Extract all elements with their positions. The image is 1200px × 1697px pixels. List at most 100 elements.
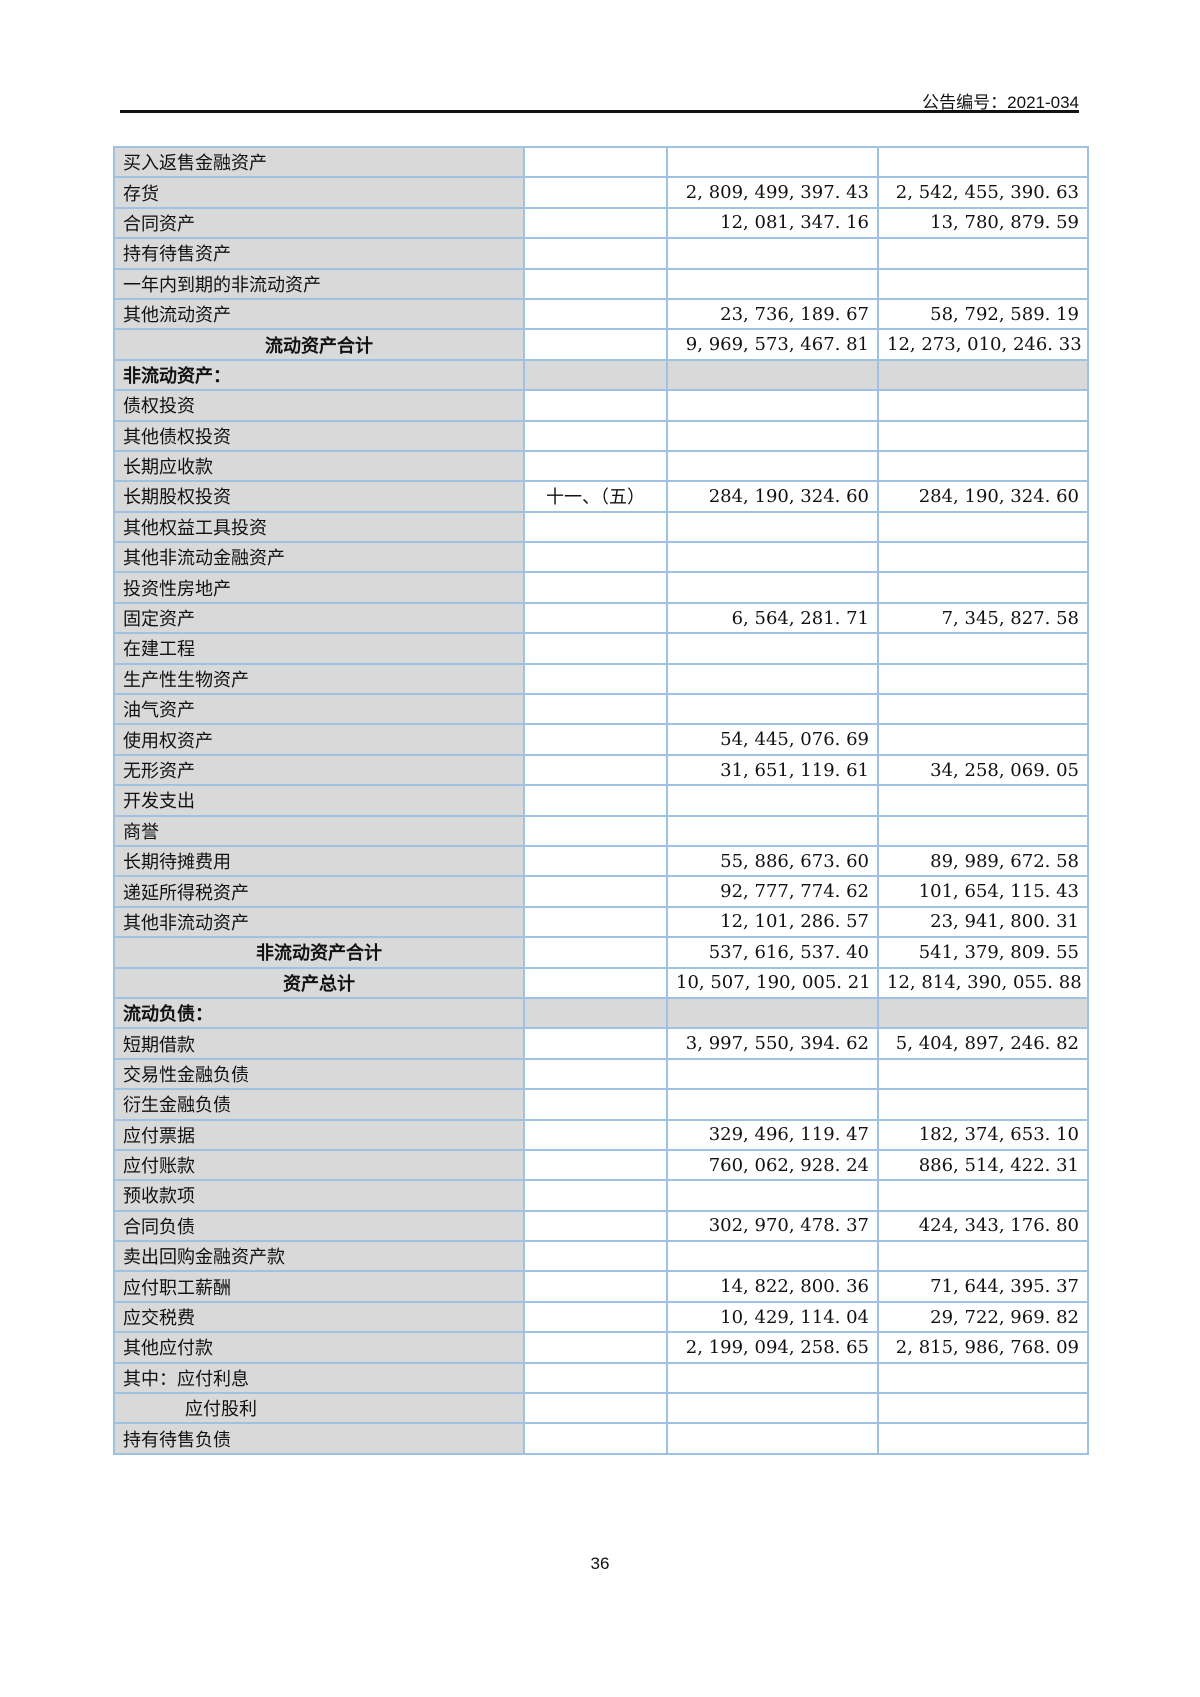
prior-period-value: 541, 379, 809. 55 xyxy=(877,936,1089,969)
prior-period-value: 13, 780, 879. 59 xyxy=(877,206,1089,240)
note-cell xyxy=(523,1057,668,1091)
table-row: 其他非流动资产 12, 101, 286. 57 23, 941, 800. 31 xyxy=(113,905,1089,939)
current-period-value xyxy=(666,389,879,422)
row-label: 应付账款 xyxy=(113,1148,525,1182)
row-label: 应付票据 xyxy=(113,1118,525,1151)
current-period-value xyxy=(666,449,879,483)
prior-period-value xyxy=(877,1392,1089,1425)
prior-period-value: 101, 654, 115. 43 xyxy=(877,875,1089,908)
table-row: 交易性金融负债 xyxy=(113,1057,1089,1091)
table-row: 投资性房地产 xyxy=(113,571,1089,604)
prior-period-value: 58, 792, 589. 19 xyxy=(877,297,1089,331)
table-row: 衍生金融负债 xyxy=(113,1088,1089,1121)
table-row: 持有待售资产 xyxy=(113,237,1089,270)
prior-period-value xyxy=(877,662,1089,696)
prior-period-value xyxy=(877,814,1089,847)
row-label: 一年内到期的非流动资产 xyxy=(113,267,525,300)
table-row: 存货 2, 809, 499, 397. 43 2, 542, 455, 390. … xyxy=(113,176,1089,209)
note-cell xyxy=(523,1088,668,1121)
prior-period-value: 23, 941, 800. 31 xyxy=(877,905,1089,939)
page-number: 36 xyxy=(590,1554,610,1573)
row-label: 其中：应付利息 xyxy=(113,1361,525,1395)
row-label: 递延所得税资产 xyxy=(113,875,525,908)
row-label: 油气资产 xyxy=(113,693,525,726)
row-label: 投资性房地产 xyxy=(113,571,525,604)
table-row: 流动资产合计 9, 969, 573, 467. 81 12, 273, 010, … xyxy=(113,328,1089,361)
current-period-value xyxy=(666,1240,879,1273)
prior-period-value xyxy=(877,1240,1089,1273)
current-period-value xyxy=(666,1392,879,1425)
prior-period-value: 886, 514, 422. 31 xyxy=(877,1148,1089,1182)
note-cell xyxy=(523,784,668,817)
current-period-value xyxy=(666,358,879,392)
note-cell xyxy=(523,1118,668,1151)
table-row: 流动负债： xyxy=(113,996,1089,1030)
current-period-value xyxy=(666,510,879,544)
current-period-value: 329, 496, 119. 47 xyxy=(666,1118,879,1151)
prior-period-value: 7, 345, 827. 58 xyxy=(877,601,1089,635)
table-row: 无形资产 31, 651, 119. 61 34, 258, 069. 05 xyxy=(113,753,1089,787)
row-label: 资产总计 xyxy=(113,966,525,999)
table-row: 应付票据 329, 496, 119. 47 182, 374, 653. 10 xyxy=(113,1118,1089,1151)
note-cell xyxy=(523,1270,668,1303)
note-cell xyxy=(523,267,668,300)
row-label: 应交税费 xyxy=(113,1300,525,1334)
current-period-value xyxy=(666,814,879,847)
note-cell xyxy=(523,419,668,452)
note-cell xyxy=(523,936,668,969)
current-period-value xyxy=(666,1088,879,1121)
row-label: 固定资产 xyxy=(113,601,525,635)
current-period-value xyxy=(666,145,879,179)
row-label: 其他非流动金融资产 xyxy=(113,541,525,574)
prior-period-value: 12, 273, 010, 246. 33 xyxy=(877,328,1089,361)
prior-period-value xyxy=(877,784,1089,817)
table-row: 非流动资产合计 537, 616, 537. 40 541, 379, 809. 5… xyxy=(113,936,1089,969)
table-row: 合同负债 302, 970, 478. 37 424, 343, 176. 80 xyxy=(113,1209,1089,1243)
prior-period-value: 71, 644, 395. 37 xyxy=(877,1270,1089,1303)
table-row: 预收款项 xyxy=(113,1179,1089,1212)
note-cell xyxy=(523,723,668,756)
current-period-value: 537, 616, 537. 40 xyxy=(666,936,879,969)
row-label: 应付股利 xyxy=(113,1392,525,1425)
current-period-value: 6, 564, 281. 71 xyxy=(666,601,879,635)
note-cell xyxy=(523,1300,668,1334)
prior-period-value xyxy=(877,389,1089,422)
prior-period-value xyxy=(877,996,1089,1030)
table-row: 应付股利 xyxy=(113,1392,1089,1425)
note-cell xyxy=(523,1179,668,1212)
row-label: 持有待售资产 xyxy=(113,237,525,270)
prior-period-value xyxy=(877,541,1089,574)
prior-period-value: 12, 814, 390, 055. 88 xyxy=(877,966,1089,999)
table-row: 递延所得税资产 92, 777, 774. 62 101, 654, 115. 43 xyxy=(113,875,1089,908)
prior-period-value: 29, 722, 969. 82 xyxy=(877,1300,1089,1334)
current-period-value xyxy=(666,632,879,665)
row-label: 商誉 xyxy=(113,814,525,847)
prior-period-value: 2, 542, 455, 390. 63 xyxy=(877,176,1089,209)
table-row: 短期借款 3, 997, 550, 394. 62 5, 404, 897, 246… xyxy=(113,1027,1089,1060)
table-row: 买入返售金融资产 xyxy=(113,145,1089,179)
row-label: 应付职工薪酬 xyxy=(113,1270,525,1303)
table-row: 其他应付款 2, 199, 094, 258. 65 2, 815, 986, 76… xyxy=(113,1331,1089,1364)
row-label: 合同资产 xyxy=(113,206,525,240)
row-label: 其他流动资产 xyxy=(113,297,525,331)
table-row: 长期股权投资 十一、（五） 284, 190, 324. 60 284, 190, 3… xyxy=(113,480,1089,513)
note-cell xyxy=(523,814,668,847)
table-row: 其他流动资产 23, 736, 189. 67 58, 792, 589. 19 xyxy=(113,297,1089,331)
row-label: 使用权资产 xyxy=(113,723,525,756)
current-period-value: 54, 445, 076. 69 xyxy=(666,723,879,756)
table-row: 油气资产 xyxy=(113,693,1089,726)
note-cell xyxy=(523,541,668,574)
current-period-value: 302, 970, 478. 37 xyxy=(666,1209,879,1243)
prior-period-value xyxy=(877,693,1089,726)
row-label: 开发支出 xyxy=(113,784,525,817)
prior-period-value: 424, 343, 176. 80 xyxy=(877,1209,1089,1243)
announcement-number: 公告编号：2021-034 xyxy=(922,93,1079,112)
current-period-value xyxy=(666,541,879,574)
note-cell xyxy=(523,905,668,939)
note-cell xyxy=(523,571,668,604)
row-label: 非流动资产合计 xyxy=(113,936,525,969)
note-cell xyxy=(523,237,668,270)
note-cell xyxy=(523,358,668,392)
note-cell xyxy=(523,1209,668,1243)
table-row: 一年内到期的非流动资产 xyxy=(113,267,1089,300)
